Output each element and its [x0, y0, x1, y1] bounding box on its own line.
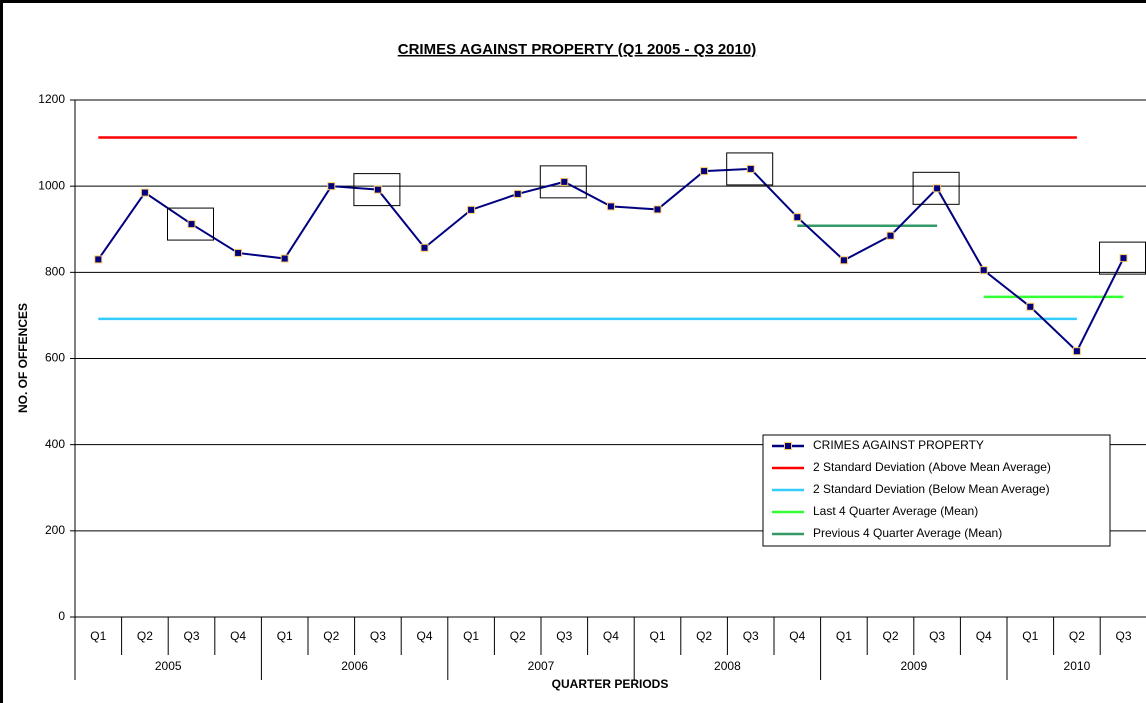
x-tick-label: Q4: [416, 629, 432, 643]
marker: [886, 231, 895, 240]
highlight-box: [726, 152, 774, 186]
legend-label: 2 Standard Deviation (Above Mean Average…: [813, 460, 1051, 474]
x-tick-label: Q3: [556, 629, 572, 643]
x-tick-label: Q4: [230, 629, 246, 643]
x-group-label: 2009: [900, 659, 927, 673]
x-tick-label: Q1: [1022, 629, 1038, 643]
marker: [653, 205, 662, 214]
x-group-label: 2005: [155, 659, 182, 673]
legend-marker: [784, 442, 792, 450]
x-group-label: 2007: [528, 659, 555, 673]
x-tick-label: Q4: [976, 629, 992, 643]
x-tick-label: Q1: [277, 629, 293, 643]
marker: [933, 184, 942, 193]
x-tick-label: Q1: [463, 629, 479, 643]
highlight-box: [539, 165, 587, 199]
marker: [793, 213, 802, 222]
x-tick-label: Q2: [137, 629, 153, 643]
x-tick-label: Q3: [1115, 629, 1131, 643]
y-tick-label: 1200: [38, 92, 65, 106]
marker: [979, 266, 988, 275]
marker: [373, 185, 382, 194]
x-tick-label: Q3: [743, 629, 759, 643]
x-tick-label: Q4: [603, 629, 619, 643]
x-group-label: 2006: [341, 659, 368, 673]
x-tick-label: Q4: [789, 629, 805, 643]
x-group-label: 2010: [1064, 659, 1091, 673]
legend-label: Previous 4 Quarter Average (Mean): [813, 526, 1002, 540]
x-tick-label: Q2: [882, 629, 898, 643]
y-tick-label: 400: [45, 437, 65, 451]
x-tick-label: Q1: [90, 629, 106, 643]
x-tick-label: Q1: [649, 629, 665, 643]
marker: [187, 220, 196, 229]
marker: [746, 164, 755, 173]
x-tick-label: Q2: [323, 629, 339, 643]
marker: [420, 243, 429, 252]
x-tick-label: Q3: [929, 629, 945, 643]
marker: [1026, 302, 1035, 311]
legend-label: CRIMES AGAINST PROPERTY: [813, 438, 984, 452]
legend-label: 2 Standard Deviation (Below Mean Average…: [813, 482, 1050, 496]
x-tick-label: Q3: [183, 629, 199, 643]
y-tick-label: 1000: [38, 178, 65, 192]
marker: [839, 256, 848, 265]
x-tick-label: Q2: [510, 629, 526, 643]
marker: [280, 254, 289, 263]
x-tick-label: Q2: [1069, 629, 1085, 643]
marker: [513, 189, 522, 198]
marker: [234, 248, 243, 257]
marker: [467, 205, 476, 214]
y-tick-label: 0: [58, 609, 65, 623]
highlight-box: [353, 173, 401, 207]
marker: [1072, 347, 1081, 356]
highlight-box: [912, 171, 960, 205]
marker: [560, 177, 569, 186]
marker: [140, 188, 149, 197]
y-tick-label: 200: [45, 523, 65, 537]
marker: [700, 167, 709, 176]
x-axis-label: QUARTER PERIODS: [552, 677, 669, 691]
marker: [1119, 254, 1128, 263]
chart-title: CRIMES AGAINST PROPERTY (Q1 2005 - Q3 20…: [398, 41, 756, 58]
marker: [327, 182, 336, 191]
legend-box: [762, 434, 1111, 547]
x-tick-label: Q2: [696, 629, 712, 643]
x-group-label: 2008: [714, 659, 741, 673]
x-tick-label: Q1: [836, 629, 852, 643]
y-tick-label: 800: [45, 265, 65, 279]
marker: [606, 202, 615, 211]
x-tick-label: Q3: [370, 629, 386, 643]
highlight-box: [167, 207, 214, 241]
marker: [94, 255, 103, 264]
legend-label: Last 4 Quarter Average (Mean): [813, 504, 978, 518]
y-axis-label: NO. OF OFFENCES: [16, 303, 30, 413]
y-tick-label: 600: [45, 351, 65, 365]
